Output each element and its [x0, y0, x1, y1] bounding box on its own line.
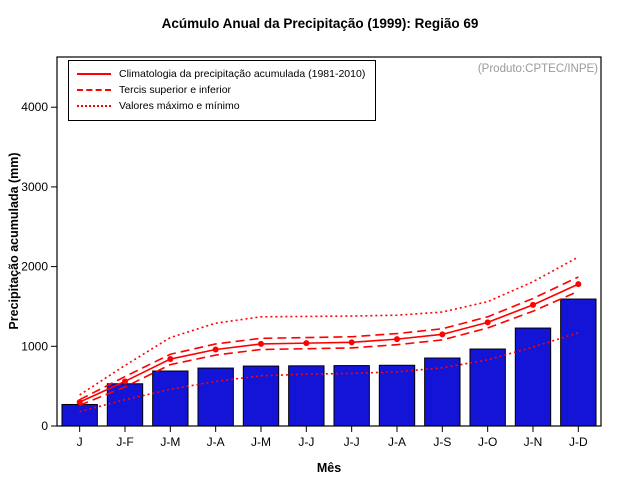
bar — [152, 370, 189, 427]
data-point-marker — [212, 346, 219, 353]
data-point-marker — [575, 281, 582, 288]
y-tick-label: 3000 — [21, 180, 48, 194]
data-point-marker — [484, 319, 491, 326]
x-tick-label: J-M — [251, 435, 271, 449]
dashed-line-icon — [77, 89, 111, 91]
x-tick-label: J-O — [478, 435, 497, 449]
bar — [61, 403, 98, 427]
legend: Climatologia da precipitação acumulada (… — [68, 60, 377, 121]
y-tick-label: 0 — [41, 419, 48, 433]
x-tick-label: J — [77, 435, 83, 449]
x-tick-label: J-J — [298, 435, 314, 449]
legend-label: Valores máximo e mínimo — [119, 100, 240, 112]
dotted-line-icon — [77, 105, 111, 107]
bar — [424, 357, 461, 427]
data-point-marker — [303, 340, 310, 347]
chart-title: Acúmulo Anual da Precipitação (1999): Re… — [161, 16, 479, 31]
bar — [106, 383, 144, 427]
x-tick-label: J-F — [116, 435, 133, 449]
bar — [560, 298, 597, 427]
plot-border — [56, 56, 602, 427]
legend-item-tercis: Tercis superior e inferior — [77, 82, 365, 98]
data-point-marker — [258, 340, 264, 347]
legend-item-max-min: Valores máximo e mínimo — [77, 98, 365, 114]
x-tick-label: J-A — [388, 435, 406, 449]
data-point-marker — [439, 331, 446, 338]
series-line — [79, 331, 579, 413]
x-tick-label: J-S — [433, 435, 451, 449]
bar — [333, 365, 370, 427]
x-tick-label: J-M — [160, 435, 180, 449]
product-annotation: (Produto:CPTEC/INPE) — [477, 63, 598, 75]
x-axis-label: Mês — [316, 461, 342, 475]
series-line — [79, 290, 579, 407]
x-tick-label: J-A — [207, 435, 225, 449]
legend-label: Climatologia da precipitação acumulada (… — [119, 68, 366, 80]
x-tick-label: J-N — [524, 435, 543, 449]
bar — [378, 364, 416, 427]
x-tick-label: J-D — [569, 435, 588, 449]
y-tick-label: 2000 — [21, 260, 48, 274]
y-tick-label: 4000 — [21, 100, 48, 114]
y-tick-label: 1000 — [21, 339, 48, 353]
data-point-marker — [394, 336, 400, 343]
bar — [197, 367, 234, 427]
x-tick-label: J-J — [344, 435, 360, 449]
legend-label: Tercis superior e inferior — [119, 84, 232, 96]
data-point-marker — [348, 339, 355, 346]
data-point-marker — [167, 356, 174, 363]
legend-item-climatology: Climatologia da precipitação acumulada (… — [77, 66, 365, 82]
y-axis-label: Precipitação acumulada (mm) — [7, 152, 21, 330]
series-line — [79, 256, 579, 396]
data-point-marker — [122, 378, 128, 385]
bar — [469, 348, 506, 427]
series-line — [79, 276, 579, 401]
series-line — [79, 283, 579, 403]
data-point-marker — [76, 399, 83, 406]
data-point-marker — [530, 301, 536, 308]
bar — [514, 327, 552, 427]
solid-line-icon — [77, 73, 111, 75]
